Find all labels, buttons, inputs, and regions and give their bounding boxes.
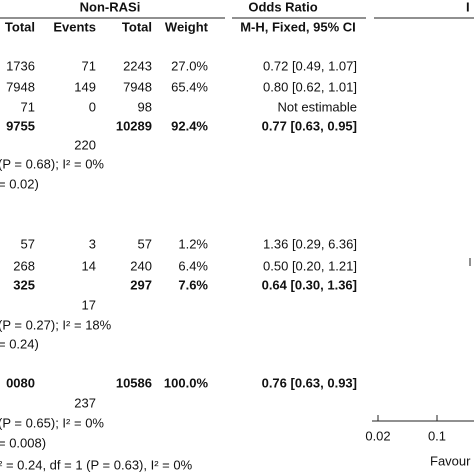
cell: 10289	[116, 118, 152, 133]
cell: 0.80 [0.62, 1.01]	[263, 79, 357, 94]
cell: 0.76 [0.63, 0.93]	[262, 375, 357, 390]
column-header: Events	[53, 19, 96, 34]
cell: 2243	[123, 58, 152, 73]
note: ² = 0.24, df = 1 (P = 0.63), I² = 0%	[0, 457, 193, 472]
note: = 0.02)	[0, 176, 39, 191]
cell: 297	[130, 277, 152, 292]
cell: 57	[21, 236, 35, 251]
column-header: Total	[5, 19, 35, 34]
cell: 268	[13, 258, 35, 273]
cell: 92.4%	[171, 118, 208, 133]
cell: 0080	[6, 375, 35, 390]
cell: 0.77 [0.63, 0.95]	[262, 118, 357, 133]
column-header: Total	[122, 19, 152, 34]
note: = 0.24)	[0, 336, 39, 351]
cell: 100.0%	[164, 375, 209, 390]
cell: 237	[74, 395, 96, 410]
cell: 71	[82, 58, 96, 73]
cell: 0.64 [0.30, 1.36]	[262, 277, 357, 292]
column-header: Weight	[165, 19, 209, 34]
cell: 65.4%	[171, 79, 208, 94]
cell: 0.50 [0.20, 1.21]	[263, 258, 357, 273]
column-header: M-H, Fixed, 95% CI	[240, 19, 356, 34]
cell: Not estimable	[278, 99, 357, 114]
cell: 1.36 [0.29, 6.36]	[263, 236, 357, 251]
cell: 149	[74, 79, 96, 94]
axis-label: Favour	[430, 453, 471, 468]
group-header: Non-RASi	[80, 0, 141, 14]
cell: 17	[82, 297, 96, 312]
cell: 1.2%	[178, 236, 208, 251]
cell: 7.6%	[178, 277, 208, 292]
cell: 10586	[116, 375, 152, 390]
cell: 14	[82, 258, 96, 273]
cell: 7948	[6, 79, 35, 94]
cell: 220	[74, 137, 96, 152]
note: (P = 0.65); I² = 0%	[0, 415, 104, 430]
effect-header: Odds Ratio	[248, 0, 317, 14]
cell: 3	[89, 236, 96, 251]
note: = 0.008)	[0, 435, 46, 450]
edge-header: I	[466, 0, 470, 14]
cell: 98	[138, 99, 152, 114]
note: (P = 0.27); I² = 18%	[0, 317, 112, 332]
cell: 7948	[123, 79, 152, 94]
cell: 1736	[6, 58, 35, 73]
note: (P = 0.68); I² = 0%	[0, 156, 104, 171]
cell: 9755	[6, 118, 35, 133]
cell: 71	[21, 99, 35, 114]
cell: 27.0%	[171, 58, 208, 73]
cell: 0	[89, 99, 96, 114]
cell: 57	[138, 236, 152, 251]
axis-tick-label: 0.02	[365, 428, 390, 443]
cell: 325	[13, 277, 35, 292]
axis-tick-label: 0.1	[428, 428, 446, 443]
cell: 240	[130, 258, 152, 273]
cell: 6.4%	[178, 258, 208, 273]
cell: 0.72 [0.49, 1.07]	[263, 58, 357, 73]
